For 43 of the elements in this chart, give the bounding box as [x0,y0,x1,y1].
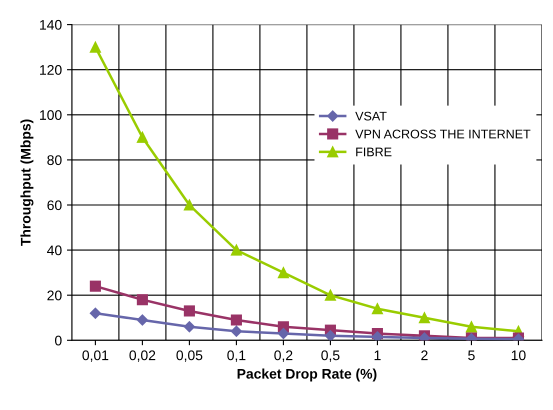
x-tick-label: 0,5 [321,350,340,362]
y-tick-label: 120 [40,65,62,75]
x-tick-label: 10 [512,350,526,360]
y-tick-label: 0 [54,336,62,346]
x-tick-label: 1 [374,350,381,360]
point [466,321,477,332]
point [136,294,148,306]
point [90,280,101,292]
x-tick-label: 0,02 [129,350,156,362]
point [278,328,290,340]
legend-label: FIBRE [356,148,392,156]
point [184,305,195,317]
x-tick-label: 0,05 [176,350,202,362]
x-tick-label: 0,01 [82,350,108,362]
y-axis-title: Throughput (Mbps) [20,120,34,246]
x-tick-label: 0,1 [227,350,246,362]
point [230,314,242,326]
y-tick-label: 60 [47,200,62,210]
point [324,290,336,301]
point [230,244,242,256]
legend-label: VPN ACROSS THE INTERNET [355,130,530,138]
point [372,303,383,314]
point [90,42,101,53]
point [136,314,148,326]
point [90,308,101,319]
x-tick-label: 2 [421,350,428,360]
point [184,199,195,211]
point [136,132,148,143]
y-tick-label: 140 [40,20,62,30]
point [418,312,430,324]
y-tick-label: 100 [40,110,62,120]
x-tick-label: 5 [468,350,475,360]
x-axis-title: Packet Drop Rate (%) [238,368,376,382]
point [184,321,196,332]
y-tick-label: 40 [47,245,62,256]
point [324,330,336,340]
point [278,267,289,278]
legend-label: VSAT [355,112,387,121]
y-tick-label: 80 [47,155,62,166]
point [372,331,384,340]
point [230,326,242,337]
x-tick-label: 0,2 [274,350,292,362]
y-tick-label: 20 [47,290,62,300]
